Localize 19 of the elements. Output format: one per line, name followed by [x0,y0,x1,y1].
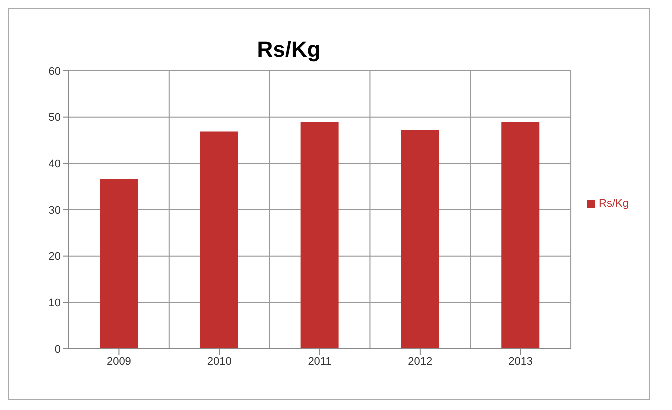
x-tick-label: 2010 [207,356,232,368]
bar [300,122,339,349]
y-tick-label: 20 [48,251,61,264]
legend-label: Rs/Kg [599,198,629,210]
chart-title: Rs/Kg [256,37,322,63]
bar [200,132,238,349]
x-tick-label: 2011 [308,356,332,368]
bar [401,130,440,349]
bar [502,122,540,349]
x-tick-label: 2012 [408,356,433,368]
y-tick-label: 10 [48,298,61,310]
bar [100,179,138,349]
y-tick-label: 30 [48,204,61,217]
x-tick-label: 2009 [106,356,132,368]
y-tick-label: 60 [48,66,61,78]
y-tick-label: 0 [54,344,61,356]
y-tick-label: 40 [48,158,61,171]
y-tick-label: 50 [48,112,61,124]
x-tick-label: 2013 [508,356,534,368]
